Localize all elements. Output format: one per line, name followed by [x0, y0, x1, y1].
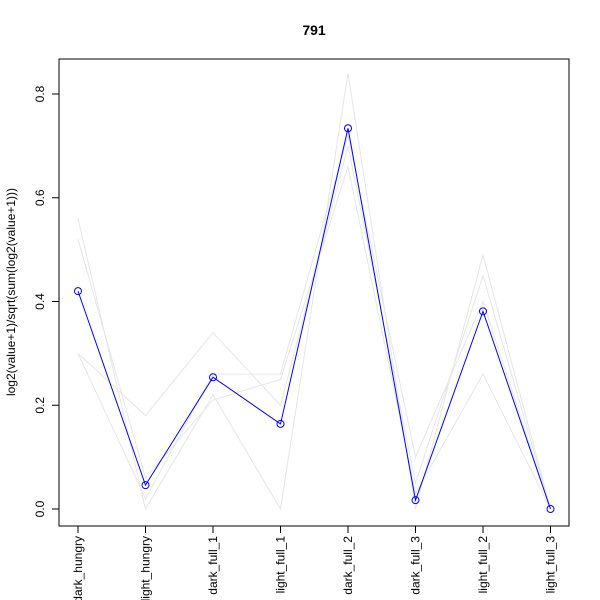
data-point	[209, 373, 217, 382]
x-axis: dark_hungry light_hungry dark_full_1 light_…	[71, 525, 558, 600]
x-tick-label: light_full_2	[476, 536, 490, 594]
x-tick-label: dark_full_2	[341, 536, 355, 595]
background-series-line	[77, 135, 551, 510]
x-tick-label: light_full_1	[274, 536, 288, 594]
data-point	[479, 307, 487, 316]
background-series-line	[77, 73, 551, 511]
y-axis-label: log2(value+1)/sqrt(sum(log2(value+1)))	[4, 188, 18, 396]
data-point	[344, 124, 352, 133]
x-tick-label: dark_hungry	[71, 536, 85, 600]
y-tick-label: 0.0	[33, 500, 47, 517]
y-tick-label: 0.2	[33, 397, 47, 414]
y-tick-label: 0.4	[33, 293, 47, 310]
y-axis: 0.0 0.2 0.4 0.6 0.8	[33, 85, 60, 517]
x-tick-label: light_full_3	[544, 536, 558, 594]
x-tick-label: light_hungry	[139, 536, 153, 600]
background-series-line	[77, 145, 551, 510]
data-point	[276, 419, 285, 428]
plot-area	[74, 73, 555, 513]
x-tick-label: dark_full_1	[206, 536, 220, 595]
background-series-line	[77, 164, 551, 510]
data-point	[141, 481, 150, 490]
data-point	[546, 505, 555, 513]
chart-title: 791	[302, 22, 326, 38]
data-point	[411, 496, 420, 505]
x-tick-label: dark_full_3	[409, 536, 423, 595]
data-point	[74, 287, 82, 296]
y-tick-label: 0.8	[33, 85, 47, 102]
highlight-series-line	[77, 128, 551, 510]
y-tick-label: 0.6	[33, 189, 47, 206]
